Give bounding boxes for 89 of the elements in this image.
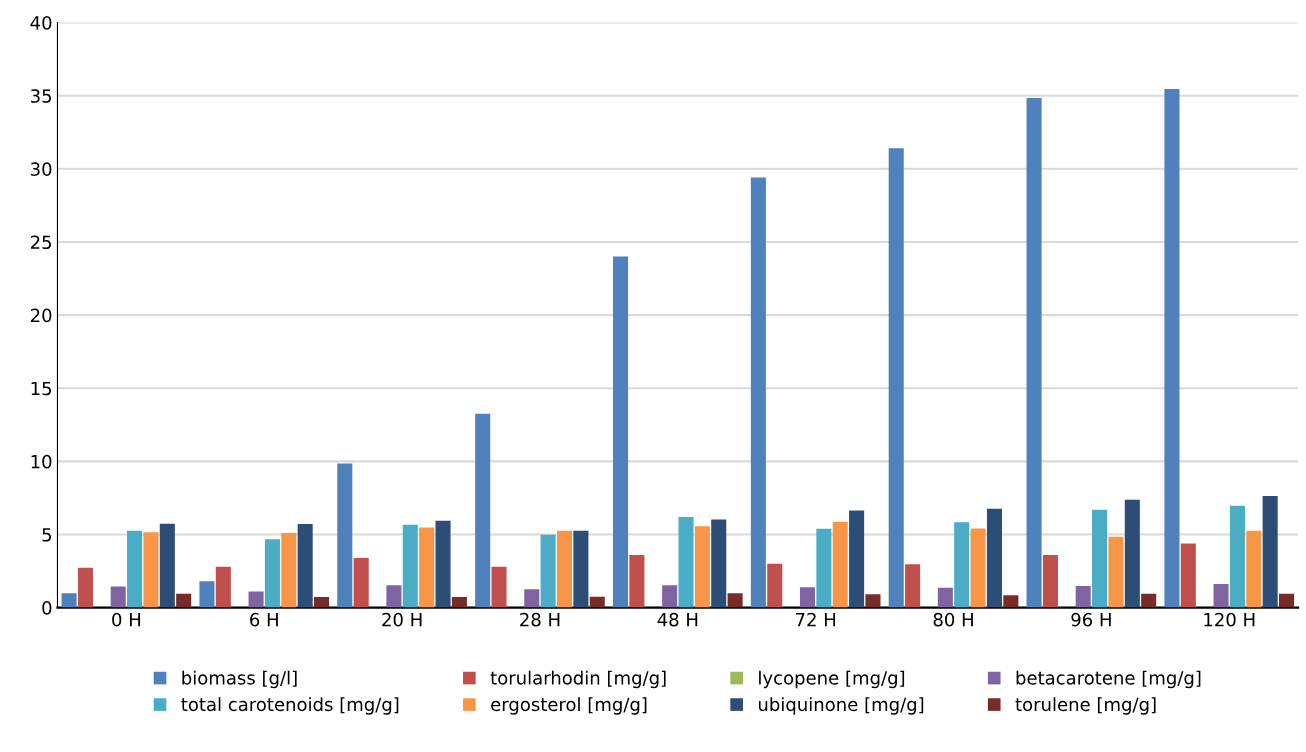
x-tick-label: 0 H	[112, 612, 141, 627]
bar	[451, 597, 467, 608]
legend-label: ergosterol [mg/g]	[491, 697, 647, 715]
bar	[986, 508, 1002, 608]
y-tick-label: 10	[31, 454, 52, 469]
bar	[750, 177, 766, 608]
y-tick-label: 0	[42, 601, 52, 615]
bar	[1108, 536, 1124, 608]
x-tick-label: 28 H	[520, 612, 560, 627]
legend-label: lycopene [mg/g]	[759, 670, 905, 689]
bar	[970, 528, 986, 608]
bar	[475, 413, 491, 608]
bar	[1141, 593, 1157, 608]
x-tick-label: 96 H	[1071, 612, 1111, 627]
bar	[888, 148, 904, 608]
legend-label: ubiquinone [mg/g]	[758, 697, 924, 715]
x-tick-label: 48 H	[657, 612, 698, 627]
bar	[215, 566, 231, 608]
bar	[573, 530, 589, 608]
legend-label: torulene [mg/g]	[1015, 697, 1156, 715]
bar	[816, 528, 832, 608]
bar	[954, 522, 970, 608]
bar	[832, 521, 848, 608]
bar	[629, 554, 645, 608]
bar	[865, 594, 881, 608]
bar	[77, 567, 93, 608]
bar	[727, 593, 743, 608]
bar	[1164, 89, 1180, 608]
bar	[1092, 509, 1108, 608]
bar	[264, 539, 280, 608]
y-tick-label: 20	[30, 308, 52, 323]
bar	[1213, 583, 1229, 608]
bar	[176, 593, 192, 608]
bar	[248, 591, 264, 608]
bar	[694, 526, 710, 608]
bar	[297, 524, 313, 608]
bar	[110, 586, 126, 608]
bar	[1262, 496, 1278, 608]
bar	[353, 557, 369, 608]
bar	[678, 517, 694, 608]
x-tick-label: 80 H	[933, 612, 973, 627]
bar	[419, 527, 435, 608]
bar	[767, 563, 783, 608]
bar	[159, 523, 175, 608]
bar	[540, 534, 556, 608]
bar	[937, 587, 953, 608]
bar	[905, 564, 921, 608]
bar	[1003, 595, 1019, 608]
bar	[612, 256, 629, 608]
bar	[1026, 97, 1042, 608]
bar	[1229, 505, 1245, 608]
bar	[711, 519, 727, 608]
bar	[589, 596, 605, 608]
y-tick-label: 40	[30, 16, 52, 30]
legend-label: biomass [g/l]	[182, 670, 297, 689]
bar	[524, 589, 540, 608]
y-tick-label: 5	[42, 528, 52, 542]
bar	[435, 520, 451, 608]
bar	[662, 585, 678, 608]
bar	[799, 587, 816, 608]
bar	[314, 596, 330, 608]
bar	[849, 510, 865, 608]
legend-label: total carotenoids [mg/g]	[181, 697, 399, 715]
bar	[199, 581, 215, 608]
bar	[1124, 499, 1140, 608]
bar	[1246, 530, 1262, 608]
bar	[143, 532, 159, 608]
legend-label: torularhodin [mg/g]	[490, 670, 666, 689]
bar	[386, 585, 402, 608]
bar	[61, 593, 77, 608]
y-tick-label: 30	[31, 162, 52, 176]
y-tick-label: 35	[31, 89, 52, 103]
bar	[402, 524, 418, 608]
x-tick-label: 20 H	[382, 612, 422, 627]
bar	[337, 463, 353, 608]
y-tick-label: 25	[30, 235, 52, 250]
bar	[1075, 585, 1091, 608]
bar	[127, 530, 143, 608]
x-tick-label: 120 H	[1204, 612, 1255, 627]
bar	[1279, 593, 1295, 608]
bar	[281, 532, 297, 608]
bar	[491, 566, 507, 608]
x-tick-label: 72 H	[796, 612, 836, 627]
y-tick-label: 15	[31, 381, 52, 396]
bar	[1180, 543, 1196, 608]
x-tick-label: 6 H	[250, 612, 278, 627]
bar	[1042, 554, 1058, 608]
legend-label: betacarotene [mg/g]	[1016, 670, 1201, 689]
bar	[556, 530, 573, 608]
